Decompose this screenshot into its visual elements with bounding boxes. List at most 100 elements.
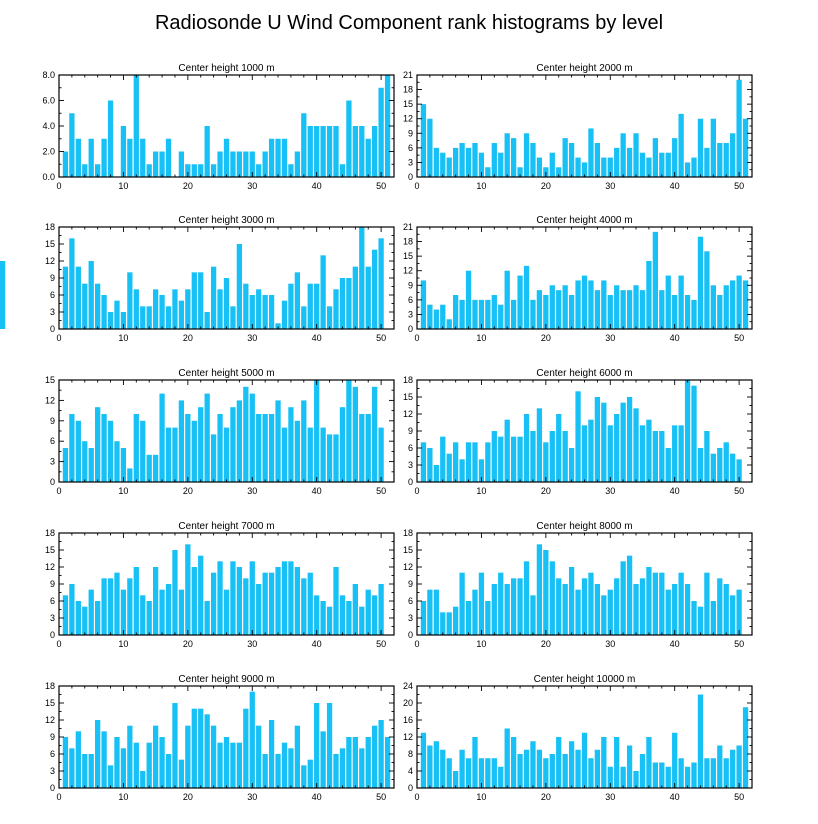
histogram-bar xyxy=(172,703,178,788)
histogram-bar xyxy=(704,147,710,177)
x-tick-label: 20 xyxy=(541,486,551,496)
histogram-bar xyxy=(101,731,107,788)
histogram-bar xyxy=(320,731,326,788)
histogram-bar xyxy=(301,765,307,788)
histogram-bar xyxy=(301,578,307,635)
histogram-bar xyxy=(133,567,139,635)
y-tick-label: 3 xyxy=(408,157,413,167)
histogram-bar xyxy=(568,295,575,329)
histogram-bar xyxy=(491,295,497,329)
histogram-bar xyxy=(672,295,678,329)
panels: Center height 1000 m0 10 20 30 40 500.02.04.0… xyxy=(0,63,753,802)
histogram-bar xyxy=(88,754,94,788)
histogram-bar xyxy=(281,300,288,329)
panel-title: Center height 6000 m xyxy=(536,368,632,379)
histogram-bar xyxy=(594,143,601,177)
histogram-bar xyxy=(62,151,69,177)
histogram-bar xyxy=(268,720,275,788)
histogram-bar xyxy=(314,703,320,788)
histogram-bar xyxy=(588,572,594,635)
histogram-bar xyxy=(288,283,294,329)
histogram-bar xyxy=(588,128,594,177)
histogram-bar xyxy=(314,126,320,177)
histogram-bar xyxy=(433,589,439,635)
histogram-bar xyxy=(223,737,230,788)
histogram-bar xyxy=(581,162,588,177)
histogram-bar xyxy=(346,737,352,788)
y-tick-label: 2.0 xyxy=(42,147,55,157)
histogram-bar xyxy=(510,299,517,329)
histogram-bar xyxy=(556,414,562,482)
histogram-bar xyxy=(223,589,230,635)
histogram-bar xyxy=(352,266,358,329)
histogram-bar xyxy=(556,167,562,177)
x-tick-label: 30 xyxy=(605,792,615,802)
histogram-bar xyxy=(614,285,620,329)
histogram-bar xyxy=(607,589,613,635)
histogram-bar xyxy=(268,295,275,329)
histogram-bar xyxy=(359,227,365,329)
histogram-bar xyxy=(378,427,384,482)
histogram-bar xyxy=(420,104,427,177)
y-tick-label: 6 xyxy=(50,596,55,606)
histogram-bar xyxy=(710,758,716,788)
histogram-bar xyxy=(742,118,749,177)
histogram-bar xyxy=(198,272,204,329)
histogram-bar xyxy=(69,113,75,177)
histogram-bar xyxy=(178,759,185,788)
histogram-bar xyxy=(210,725,217,788)
histogram-bar xyxy=(243,578,249,635)
x-tick-label: 50 xyxy=(376,792,386,802)
y-tick-label: 18 xyxy=(403,237,413,247)
histogram-bar xyxy=(691,385,697,482)
histogram-bar xyxy=(717,295,723,329)
histogram-bar xyxy=(568,741,575,788)
y-tick-label: 15 xyxy=(403,99,413,109)
histogram-bar xyxy=(326,306,333,329)
histogram-panel: Center height 1000 m 0 10 20 30 40 50 0.0 2.0 4.0… xyxy=(42,63,395,191)
panel-title: Center height 2000 m xyxy=(536,63,632,74)
histogram-bar xyxy=(672,732,678,788)
x-tick-label: 30 xyxy=(605,486,615,496)
histogram-bar xyxy=(607,425,613,482)
histogram-bar xyxy=(736,745,742,788)
histogram-bar xyxy=(217,561,223,635)
histogram-bar xyxy=(614,578,620,635)
histogram-bar xyxy=(185,544,191,635)
histogram-bar xyxy=(704,758,710,788)
histogram-bar xyxy=(152,151,159,177)
x-tick-label: 40 xyxy=(670,792,680,802)
y-tick-label: 9 xyxy=(408,280,413,290)
y-tick-label: 15 xyxy=(403,392,413,402)
histogram-panel: Center height 2000 m 0 10 20 30 40 50 0 3 6 9 12 15 1… xyxy=(403,63,753,191)
histogram-bar xyxy=(453,147,459,177)
y-tick-label: 12 xyxy=(403,562,413,572)
histogram-bar xyxy=(549,431,555,482)
histogram-bar xyxy=(736,459,742,482)
histogram-bar xyxy=(530,431,536,482)
histogram-bar xyxy=(249,295,255,329)
histogram-bar xyxy=(281,427,288,482)
histogram-bar xyxy=(678,425,684,482)
histogram-bar xyxy=(372,126,378,177)
histogram-bar xyxy=(307,759,313,788)
histogram-bar xyxy=(730,280,736,329)
histogram-bar xyxy=(159,737,165,788)
histogram-bar xyxy=(256,414,262,482)
histogram-bar xyxy=(504,270,510,329)
histogram-bar xyxy=(88,261,94,329)
histogram-bar xyxy=(420,732,427,788)
histogram-bar xyxy=(359,126,365,177)
histogram-bar xyxy=(504,728,510,788)
histogram-bar xyxy=(620,133,626,177)
histogram-bar xyxy=(365,589,371,635)
histogram-bar xyxy=(543,758,549,788)
histogram-bar xyxy=(549,561,555,635)
histogram-bar xyxy=(256,164,262,177)
histogram-bar xyxy=(236,742,243,788)
histogram-bar xyxy=(717,143,723,177)
histogram-bar xyxy=(256,289,262,329)
x-tick-label: 20 xyxy=(541,639,551,649)
y-tick-label: 8 xyxy=(408,749,413,759)
x-tick-label: 50 xyxy=(734,486,744,496)
